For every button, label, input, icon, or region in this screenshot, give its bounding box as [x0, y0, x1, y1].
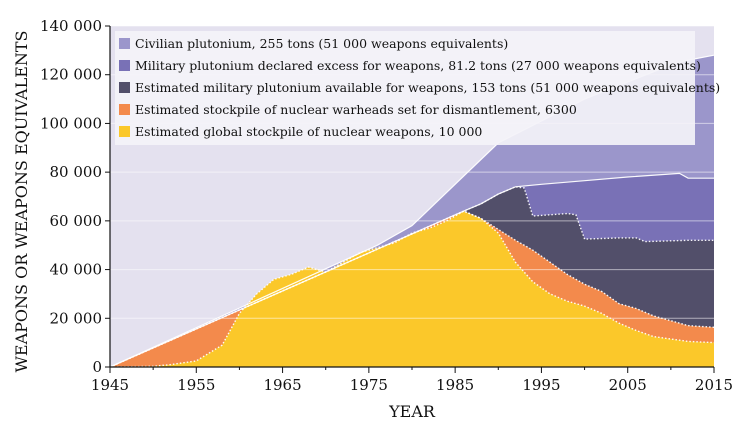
- legend-label: Estimated stockpile of nuclear warheads …: [135, 102, 577, 117]
- legend-swatch: [119, 60, 130, 71]
- x-tick-label: 1985: [436, 376, 474, 394]
- y-tick-label: 0: [92, 358, 102, 376]
- legend-label: Military plutonium declared excess for w…: [135, 58, 701, 73]
- y-axis-title: WEAPONS OR WEAPONS EQUIVALENTS: [12, 30, 31, 372]
- series-boundary-3: [109, 186, 714, 368]
- y-tick-label: 60 000: [50, 212, 103, 230]
- x-tick-label: 1965: [263, 376, 301, 394]
- x-tick-label: 1955: [177, 376, 215, 394]
- legend-label: Civilian plutonium, 255 tons (51 000 wea…: [135, 36, 508, 51]
- x-tick-label: 2005: [609, 376, 647, 394]
- y-tick-label: 120 000: [40, 66, 102, 84]
- legend-swatch: [119, 126, 130, 137]
- legend-label: Estimated global stockpile of nuclear we…: [135, 124, 482, 139]
- x-axis-title: YEAR: [388, 402, 436, 421]
- y-tick-label: 20 000: [50, 309, 103, 327]
- x-tick-label: 1945: [91, 376, 129, 394]
- y-tick-label: 40 000: [50, 261, 103, 279]
- x-tick-label: 2015: [695, 376, 733, 394]
- legend-swatch: [119, 38, 130, 49]
- y-tick-label: 140 000: [40, 17, 102, 35]
- y-tick-label: 80 000: [50, 163, 103, 181]
- legend-label: Estimated military plutonium available f…: [135, 80, 720, 95]
- area-series-1: [110, 211, 714, 367]
- x-tick-label: 1975: [350, 376, 388, 394]
- x-tick-label: 1995: [522, 376, 560, 394]
- series-boundary-4: [109, 172, 714, 368]
- legend-swatch: [119, 82, 130, 93]
- legend-box: [115, 31, 695, 145]
- legend-swatch: [119, 104, 130, 115]
- y-tick-label: 100 000: [40, 114, 102, 132]
